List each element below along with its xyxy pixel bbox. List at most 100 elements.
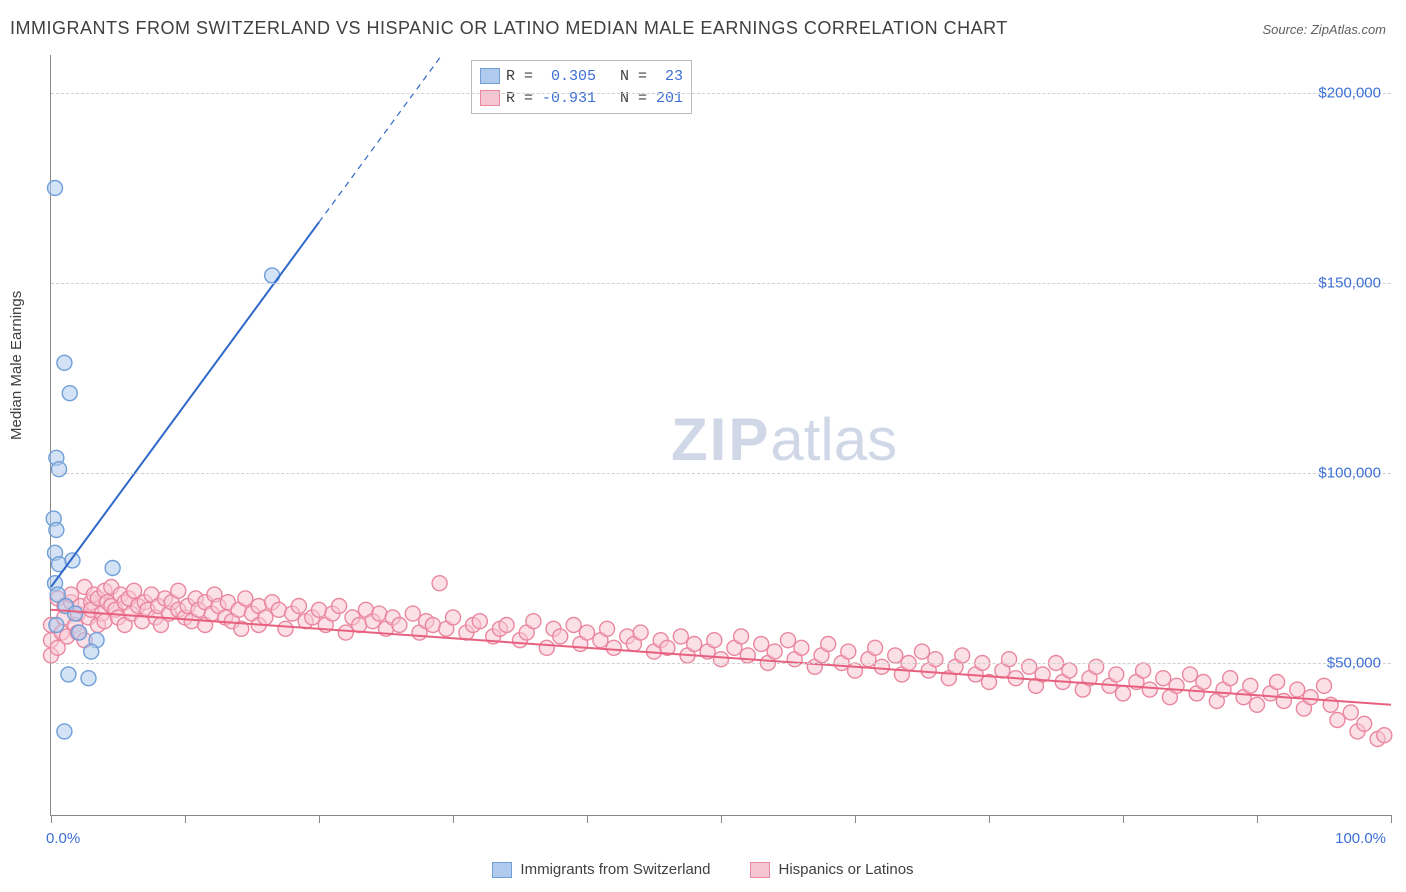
scatter-point [271,602,286,617]
legend-swatch-0 [492,862,512,878]
gridline [51,93,1391,94]
scatter-point [1196,675,1211,690]
scatter-point [794,640,809,655]
scatter-point [714,652,729,667]
scatter-point [238,591,253,606]
scatter-point [171,583,186,598]
scatter-point [62,386,77,401]
scatter-point [48,181,63,196]
scatter-point [57,355,72,370]
scatter-point [372,606,387,621]
scatter-point [72,625,87,640]
scatter-point [265,268,280,283]
scatter-point [446,610,461,625]
scatter-point [52,462,67,477]
trend-line-solid [51,610,1391,705]
source-attribution: Source: ZipAtlas.com [1262,22,1386,37]
scatter-point [332,599,347,614]
stat-r-series-0: R = 0.305 [506,68,596,85]
scatter-point [127,583,142,598]
scatter-point [821,637,836,652]
scatter-point [888,648,903,663]
scatter-point [97,614,112,629]
legend-item-0: Immigrants from Switzerland [492,861,710,878]
scatter-point [1062,663,1077,678]
x-tick [1391,815,1392,823]
scatter-point [432,576,447,591]
scatter-point [1183,667,1198,682]
scatter-point [1290,682,1305,697]
scatter-point [1136,663,1151,678]
scatter-point [1317,678,1332,693]
scatter-point [312,602,327,617]
scatter-point [425,618,440,633]
y-tick-label: $100,000 [1318,465,1381,482]
scatter-point [707,633,722,648]
scatter-point [740,648,755,663]
scatter-point [580,625,595,640]
scatter-point [848,663,863,678]
legend-label-0: Immigrants from Switzerland [520,861,710,878]
scatter-point [1343,705,1358,720]
scatter-point [49,618,64,633]
swatch-series-0 [480,68,500,84]
scatter-point [754,637,769,652]
scatter-point [1276,694,1291,709]
scatter-point [1377,728,1392,743]
scatter-point [1243,678,1258,693]
scatter-point [84,644,99,659]
y-tick-label: $50,000 [1327,655,1381,672]
scatter-point [61,667,76,682]
scatter-point [1022,659,1037,674]
plot-area: ZIPatlas R = 0.305 N = 23 R = -0.931 N =… [50,55,1391,816]
scatter-point [566,618,581,633]
x-tick-label: 100.0% [1335,830,1386,847]
scatter-point [1330,713,1345,728]
scatter-point [781,633,796,648]
chart-title: IMMIGRANTS FROM SWITZERLAND VS HISPANIC … [10,18,1008,39]
scatter-point [868,640,883,655]
x-tick [587,815,588,823]
x-tick [1257,815,1258,823]
scatter-point [278,621,293,636]
scatter-point [258,610,273,625]
scatter-point [633,625,648,640]
scatter-point [874,659,889,674]
gridline [51,473,1391,474]
scatter-point [499,618,514,633]
scatter-point [928,652,943,667]
scatter-point [68,606,83,621]
scatter-point [1142,682,1157,697]
scatter-point [1169,678,1184,693]
legend-item-1: Hispanics or Latinos [750,861,913,878]
gridline [51,283,1391,284]
scatter-point [767,644,782,659]
chart-svg [51,55,1391,815]
stats-row-series-0: R = 0.305 N = 23 [480,65,683,87]
bottom-legend: Immigrants from Switzerland Hispanics or… [0,861,1406,878]
legend-label-1: Hispanics or Latinos [778,861,913,878]
scatter-point [1156,671,1171,686]
trend-line-solid [51,222,319,587]
scatter-point [1089,659,1104,674]
y-axis-label: Median Male Earnings [8,291,25,440]
scatter-point [1357,716,1372,731]
x-tick [453,815,454,823]
scatter-point [1303,690,1318,705]
scatter-point [352,618,367,633]
legend-swatch-1 [750,862,770,878]
scatter-point [392,618,407,633]
x-tick [185,815,186,823]
scatter-point [472,614,487,629]
x-tick [989,815,990,823]
x-tick [1123,815,1124,823]
scatter-point [553,629,568,644]
scatter-point [606,640,621,655]
x-tick [51,815,52,823]
scatter-point [105,561,120,576]
stats-legend-box: R = 0.305 N = 23 R = -0.931 N = 201 [471,60,692,114]
scatter-point [1270,675,1285,690]
scatter-point [81,671,96,686]
scatter-point [57,724,72,739]
x-tick [721,815,722,823]
